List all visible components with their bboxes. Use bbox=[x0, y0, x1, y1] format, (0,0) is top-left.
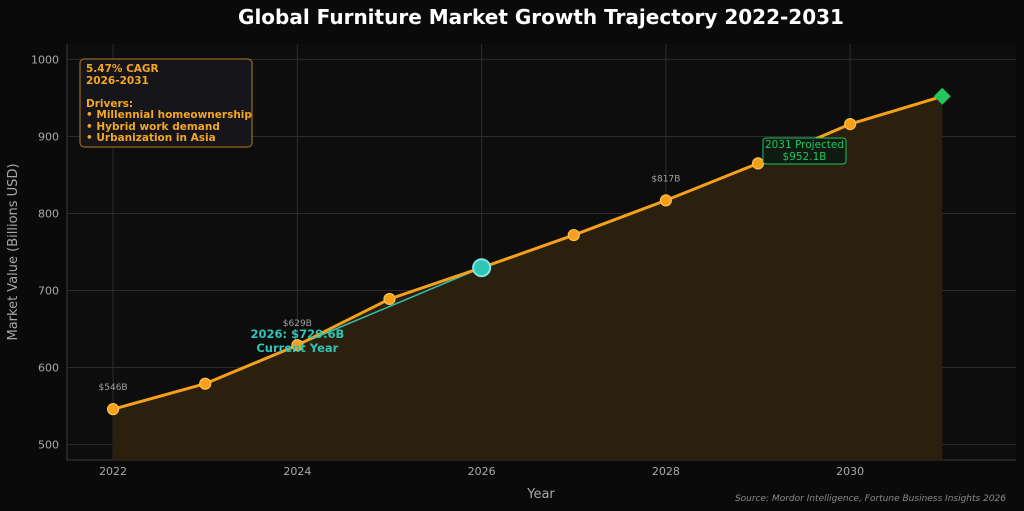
y-tick-label: 1000 bbox=[31, 53, 59, 66]
current-trend-line bbox=[297, 267, 482, 346]
projected-callout-box bbox=[762, 137, 847, 165]
area-layer bbox=[113, 96, 943, 460]
point-value-label: $817B bbox=[651, 174, 680, 184]
drivers-line: • Hybrid work demand bbox=[86, 121, 220, 133]
drivers-line: 5.47% CAGR bbox=[86, 63, 159, 75]
x-tick-label: 2024 bbox=[283, 465, 311, 478]
y-axis-label: Market Value (Billions USD) bbox=[6, 163, 21, 340]
data-point bbox=[106, 403, 120, 416]
x-axis-label: Year bbox=[526, 487, 555, 502]
current-year-callout: Current Year bbox=[256, 341, 338, 355]
drivers-box bbox=[79, 58, 253, 148]
x-tick-label: 2026 bbox=[468, 465, 496, 478]
point-value-label: $629B bbox=[283, 319, 312, 329]
y-tick-label: 600 bbox=[38, 362, 59, 375]
projected-marker bbox=[933, 87, 951, 105]
data-point bbox=[199, 377, 212, 390]
source-note: Source: Mordor Intelligence, Fortune Bus… bbox=[735, 494, 1006, 504]
x-tick-label: 2030 bbox=[836, 465, 864, 478]
y-tick-label: 900 bbox=[38, 130, 59, 143]
y-tick-label: 500 bbox=[38, 439, 59, 452]
current-year-callout: 2026: $729.6B bbox=[250, 327, 344, 341]
chart-title: Global Furniture Market Growth Trajector… bbox=[238, 5, 844, 29]
projected-callout-text: $952.1B bbox=[783, 151, 827, 163]
current-year-marker bbox=[472, 258, 492, 278]
y-tick-label: 800 bbox=[38, 207, 59, 220]
data-point bbox=[383, 292, 396, 306]
y-tick-label: 700 bbox=[38, 285, 59, 298]
data-point bbox=[844, 118, 857, 131]
tick-layer: 500 600 700 800 900 1000 2022 2024 2026 2028 2030 bbox=[31, 53, 864, 478]
data-point bbox=[567, 228, 580, 242]
point-layer bbox=[106, 87, 951, 416]
x-tick-label: 2022 bbox=[99, 465, 127, 478]
drivers-line: 2026-2031 bbox=[86, 75, 149, 87]
data-point bbox=[291, 339, 304, 352]
area-fill bbox=[113, 96, 943, 460]
projected-callout-text: 2031 Projected bbox=[765, 139, 844, 151]
drivers-line: • Millennial homeownership bbox=[86, 109, 252, 121]
data-point bbox=[751, 157, 765, 170]
data-point bbox=[659, 194, 672, 207]
point-value-label: $546B bbox=[99, 383, 128, 393]
drivers-line: • Urbanization in Asia bbox=[86, 132, 216, 144]
drivers-line: Drivers: bbox=[86, 98, 133, 110]
x-tick-label: 2028 bbox=[652, 465, 680, 478]
